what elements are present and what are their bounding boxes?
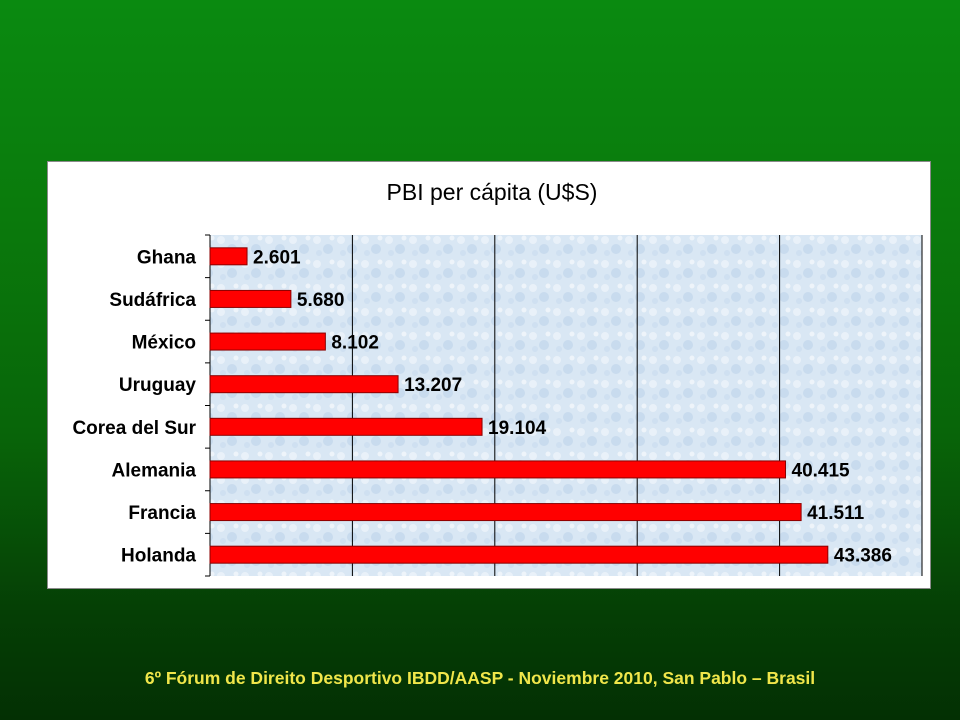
data-label: 40.415 [792,460,851,481]
bar [209,289,292,308]
bar [209,545,829,564]
data-label: 5.680 [297,290,345,311]
bar [209,503,802,522]
category-label: Francia [128,503,196,524]
data-label: 13.207 [404,375,462,396]
bar [209,332,326,351]
data-label: 8.102 [331,333,379,354]
category-label: Holanda [121,546,196,567]
category-label: Uruguay [119,375,197,396]
data-label: 41.511 [807,503,864,524]
bar [209,460,787,479]
footer-text: 6º Fórum de Direito Desportivo IBDD/AASP… [144,668,816,688]
category-label: México [132,333,196,354]
category-label: Alemania [112,460,197,481]
chart-frame: PBI per cápita (U$S) Ghana 2.601 Sudáfrica… [47,161,931,589]
bar-chart: PBI per cápita (U$S) Ghana 2.601 Sudáfrica… [72,179,923,577]
category-label: Sudáfrica [109,290,196,311]
category-label: Ghana [137,247,197,268]
plot-area [210,235,922,576]
bar [209,375,399,394]
category-label: Corea del Sur [72,418,196,439]
data-label: 2.601 [253,247,301,268]
bar [209,417,483,436]
bar [209,247,248,266]
chart-title: PBI per cápita (U$S) [387,179,598,205]
data-label: 43.386 [834,546,892,567]
data-label: 19.104 [488,418,547,439]
